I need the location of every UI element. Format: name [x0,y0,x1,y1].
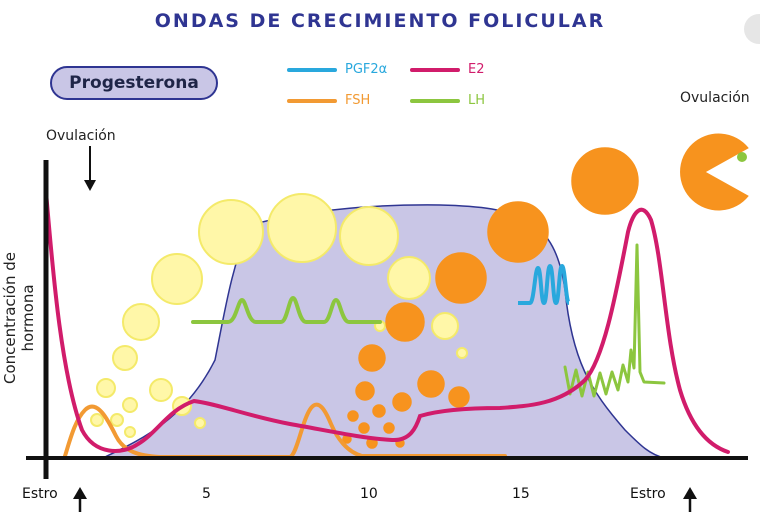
pacman-follicle-icon [680,133,749,211]
down-arrow-icon [84,146,96,191]
legend-label-pgf2a: PGF2α [345,62,388,77]
follicle-orange [448,386,470,408]
follicle-yellow [122,303,160,341]
ovulation-label-right: Ovulación [680,90,750,106]
follicle-yellow [151,253,203,305]
progesterone-badge: Progesterona [50,66,218,100]
e2-line [44,190,730,454]
follicle-orange [358,344,386,372]
follicle-orange [435,252,487,304]
legend-swatch-lh [410,98,460,103]
legend-item-pgf2a: PGF2α [287,62,387,77]
estro-label-left: Estro [22,486,58,502]
follicle-orange [372,404,386,418]
follicle-orange [571,147,639,215]
x-tick-15: 15 [512,486,530,502]
up-arrow-icon [683,487,697,512]
lh-pulses-line [191,295,382,324]
follicle-wave-2 [342,147,639,449]
legend-label-fsh: FSH [345,93,371,108]
legend-swatch-pgf2a [287,67,337,72]
follicle-yellow [124,426,136,438]
follicle-orange [417,370,445,398]
follicle-yellow [339,206,399,266]
follicle-yellow [194,417,206,429]
follicle-yellow [198,199,264,265]
follicle-orange [385,302,425,342]
ovulated-oocyte-icon [737,152,747,162]
follicle-yellow [112,345,138,371]
follicle-yellow [267,193,337,263]
x-tick-10: 10 [360,486,378,502]
corner-control-icon[interactable] [744,14,760,44]
legend-item-e2: E2 [410,62,485,77]
follicle-orange [355,381,375,401]
follicle-orange [392,392,412,412]
lh-surge-line [563,243,666,398]
legend-item-fsh: FSH [287,93,370,108]
estro-label-right: Estro [630,486,666,502]
follicle-yellow [110,413,124,427]
legend-item-lh: LH [410,93,485,108]
diagram-title: ONDAS DE CRECIMIENTO FOLICULAR [154,10,606,32]
pgf2a-pulses-line [518,264,571,305]
legend-label-lh: LH [468,93,486,108]
x-tick-5: 5 [202,486,211,502]
legend-label-e2: E2 [468,62,485,77]
legend-swatch-e2 [410,67,460,72]
follicle-wave-1 [90,193,468,438]
follicle-yellow [456,347,468,359]
progesterone-area [104,204,666,459]
up-arrow-icon [73,487,87,512]
follicle-orange [383,422,395,434]
follicle-yellow [122,397,138,413]
legend-swatch-fsh [287,98,337,103]
ovulation-label-left: Ovulación [46,128,116,144]
follicle-yellow [387,256,431,300]
follicle-orange [347,410,359,422]
follicle-yellow [90,413,104,427]
follicle-yellow [431,312,459,340]
follicle-yellow [96,378,116,398]
follicle-yellow [149,378,173,402]
follicle-orange [487,201,549,263]
follicle-orange [358,422,370,434]
